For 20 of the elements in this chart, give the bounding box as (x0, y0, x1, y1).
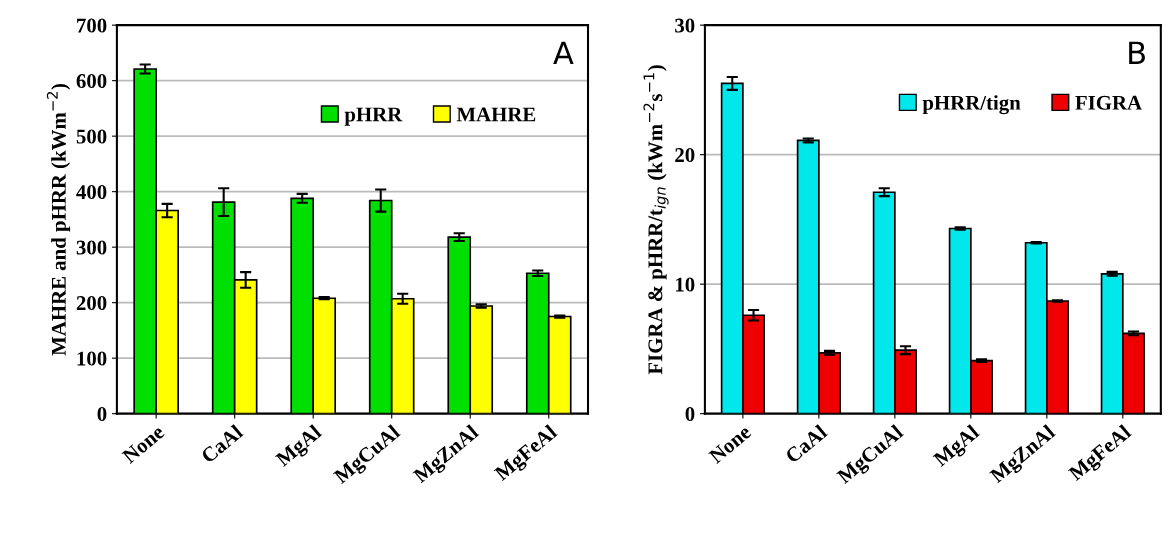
legend-label: FIGRA (1075, 95, 1142, 110)
y-tick-label: 20 (675, 148, 695, 163)
y-tick-label: 10 (676, 277, 695, 292)
y-tick-label: 100 (77, 351, 107, 366)
annotation: A (553, 41, 574, 64)
legend-label: MAHRE (456, 107, 536, 122)
y-tick-label: 0 (685, 407, 695, 422)
y-tick-label: 700 (77, 18, 107, 33)
annotation: B (1129, 41, 1145, 64)
y-tick-label: 500 (76, 129, 107, 144)
y-tick-label: 0 (97, 407, 107, 422)
y-tick-label: 200 (76, 296, 107, 311)
y-axis-title: FIGRA & pHRR/t$_{ign}$ (kWm$^{−2}$s$^{−1}$) (643, 65, 669, 375)
y-tick-label: 300 (76, 240, 107, 255)
legend-label: pHRR/tign (922, 95, 1021, 115)
y-tick-label: 400 (76, 185, 107, 200)
legend-label: pHRR (344, 107, 403, 126)
y-axis-title: MAHRE and pHRR (kWm$^{−2}$) (46, 83, 71, 356)
y-tick-label: 600 (76, 74, 107, 89)
y-tick-label: 30 (675, 18, 695, 33)
